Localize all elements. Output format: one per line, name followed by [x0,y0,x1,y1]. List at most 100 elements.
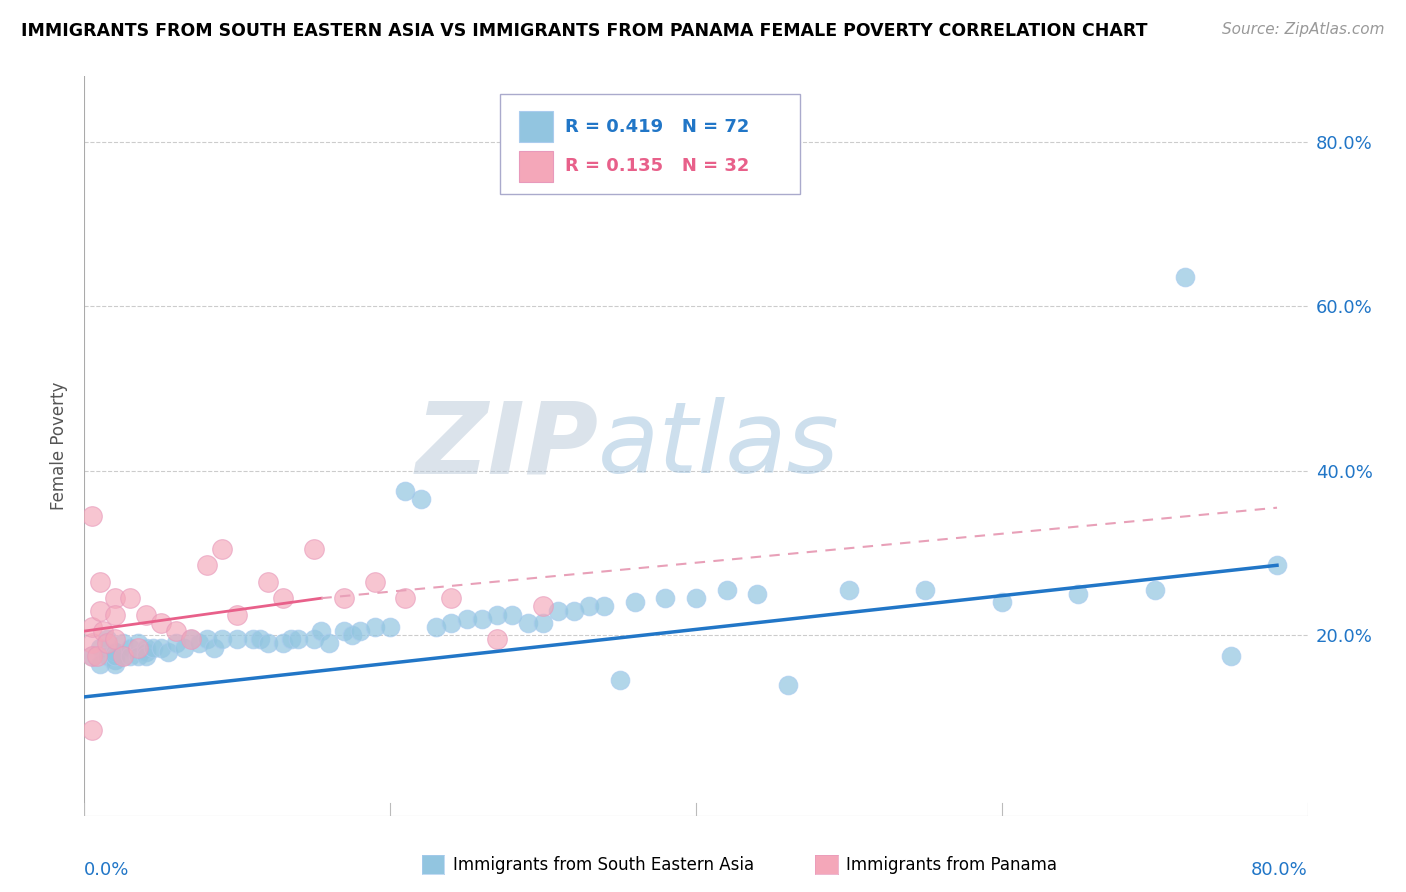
Point [89,574,111,589]
Y-axis label: Female Poverty: Female Poverty [51,382,69,510]
Text: atlas: atlas [598,398,839,494]
Point [89,603,111,617]
Point [91,624,114,639]
Point [1067,587,1090,601]
Point [96,632,118,647]
Bar [519,151,553,182]
Point [502,607,524,622]
Point [547,603,569,617]
Point [1174,270,1197,285]
Point [425,620,447,634]
Point [333,624,356,639]
Point [180,632,202,647]
Point [747,587,769,601]
Point [111,648,134,663]
Text: 0.0%: 0.0% [84,861,129,879]
Point [364,574,387,589]
Point [173,640,195,655]
Point [486,632,509,647]
Text: R = 0.135   N = 32: R = 0.135 N = 32 [565,157,749,175]
Point [226,632,249,647]
Point [609,673,631,688]
Point [120,648,142,663]
Point [80,648,103,663]
Point [1220,648,1243,663]
Point [1265,558,1288,573]
Point [1143,582,1166,597]
Point [165,624,187,639]
Text: Immigrants from South Eastern Asia: Immigrants from South Eastern Asia [453,856,754,874]
Point [80,620,103,634]
Point [531,615,554,630]
Point [149,640,172,655]
Point [111,648,134,663]
Point [654,591,676,606]
Point [104,607,127,622]
Point [104,657,127,671]
Point [127,636,149,650]
Point [86,648,108,663]
Point [340,628,363,642]
Point [287,632,309,647]
Point [716,582,738,597]
Point [127,640,149,655]
Point [311,624,333,639]
Point [80,636,103,650]
Point [188,636,211,650]
Text: IMMIGRANTS FROM SOUTH EASTERN ASIA VS IMMIGRANTS FROM PANAMA FEMALE POVERTY CORR: IMMIGRANTS FROM SOUTH EASTERN ASIA VS IM… [21,22,1147,40]
Text: Source: ZipAtlas.com: Source: ZipAtlas.com [1222,22,1385,37]
Point [440,615,463,630]
Point [165,636,187,650]
Point [318,636,340,650]
Point [991,595,1014,609]
Point [89,640,111,655]
Text: Immigrants from Panama: Immigrants from Panama [846,856,1057,874]
Point [111,636,134,650]
Point [624,595,647,609]
Point [202,640,225,655]
Point [271,636,294,650]
Point [104,653,127,667]
Point [135,645,157,659]
Text: ZIP: ZIP [415,398,598,494]
Point [96,648,118,663]
Point [685,591,707,606]
Point [364,620,387,634]
Point [135,648,157,663]
Point [180,632,202,647]
Point [516,615,538,630]
Point [135,607,157,622]
Point [195,632,218,647]
Point [242,632,264,647]
Point [211,541,233,556]
Point [104,591,127,606]
Point [104,648,127,663]
Point [394,484,416,499]
Point [127,648,149,663]
Point [80,648,103,663]
Point [226,607,249,622]
Point [80,723,103,737]
Point [149,615,172,630]
FancyBboxPatch shape [501,95,800,194]
Point [456,612,478,626]
Point [280,632,302,647]
Text: 80.0%: 80.0% [1251,861,1308,879]
Point [96,636,118,650]
Point [531,599,554,614]
Point [578,599,600,614]
Point [195,558,218,573]
Point [593,599,616,614]
Point [104,645,127,659]
Bar [519,112,553,143]
Point [89,657,111,671]
Point [135,640,157,655]
Point [302,541,325,556]
Point [120,591,142,606]
Point [249,632,271,647]
Point [380,620,402,634]
Point [80,508,103,523]
Point [211,632,233,647]
Point [257,636,280,650]
Point [120,640,142,655]
